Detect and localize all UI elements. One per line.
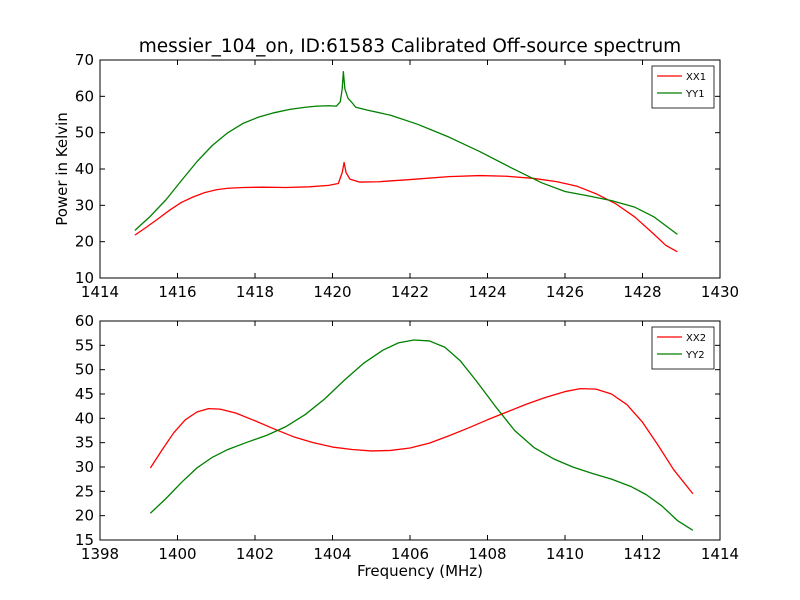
- y-tick-label: 30: [75, 458, 94, 476]
- y-tick-label: 55: [75, 336, 94, 354]
- legend: XX2 YY2: [652, 327, 714, 369]
- y-tick-label: 20: [75, 233, 94, 251]
- y-tick-label: 60: [75, 312, 94, 330]
- legend-label-xx1: XX1: [686, 72, 706, 83]
- y-tick-label: 45: [75, 385, 94, 403]
- x-tick-label: 1412: [623, 545, 661, 563]
- y-tick-label: 40: [75, 160, 94, 178]
- x-tick-label: 1422: [391, 283, 429, 301]
- x-tick-label: 1424: [468, 283, 506, 301]
- y-tick-label: 30: [75, 196, 94, 214]
- x-tick-label: 1404: [313, 545, 351, 563]
- y-tick-label: 50: [75, 361, 94, 379]
- x-tick-label: 1428: [623, 283, 661, 301]
- x-tick-label: 1420: [313, 283, 351, 301]
- y-tick-label: 20: [75, 507, 94, 525]
- y-axis-label: Power in Kelvin: [53, 112, 71, 226]
- y-tick-label: 60: [75, 87, 94, 105]
- chart-title: messier_104_on, ID:61583 Calibrated Off-…: [139, 36, 681, 57]
- x-tick-label: 1418: [236, 283, 274, 301]
- x-tick-label: 1426: [546, 283, 584, 301]
- y-tick-label: 70: [75, 51, 94, 69]
- legend: XX1 YY1: [652, 66, 714, 108]
- y-tick-label: 15: [75, 531, 94, 549]
- legend-label-xx2: XX2: [686, 333, 706, 344]
- legend-label-yy2: YY2: [685, 350, 705, 361]
- x-axis-label: Frequency (MHz): [357, 562, 483, 580]
- y-tick-label: 25: [75, 482, 94, 500]
- legend-label-yy1: YY1: [685, 89, 705, 100]
- y-tick-label: 10: [75, 269, 94, 287]
- x-tick-label: 1410: [546, 545, 584, 563]
- x-tick-label: 1408: [468, 545, 506, 563]
- x-tick-label: 1400: [158, 545, 196, 563]
- x-tick-label: 1402: [236, 545, 274, 563]
- y-tick-label: 35: [75, 434, 94, 452]
- x-tick-label: 1414: [701, 545, 739, 563]
- x-tick-label: 1416: [158, 283, 196, 301]
- y-tick-label: 50: [75, 124, 94, 142]
- x-tick-label: 1406: [391, 545, 429, 563]
- x-tick-label: 1430: [701, 283, 739, 301]
- y-tick-label: 40: [75, 409, 94, 427]
